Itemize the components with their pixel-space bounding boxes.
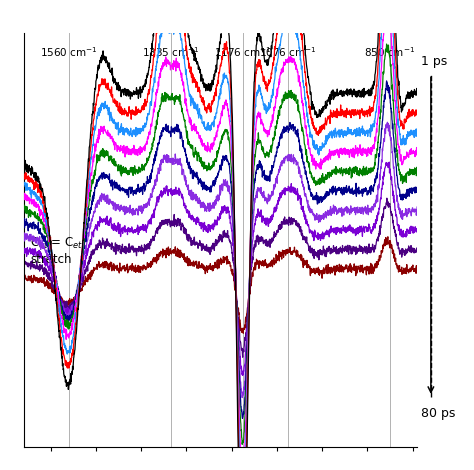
Text: 1176 cm$^{-1}$: 1176 cm$^{-1}$ xyxy=(214,45,272,59)
Text: 1076 cm$^{-1}$: 1076 cm$^{-1}$ xyxy=(259,45,317,59)
Text: 80 ps: 80 ps xyxy=(421,407,456,420)
Text: 1335 cm$^{-1}$: 1335 cm$^{-1}$ xyxy=(142,45,200,59)
Text: 850 cm$^{-1}$: 850 cm$^{-1}$ xyxy=(365,45,416,59)
Text: 1 ps: 1 ps xyxy=(421,55,447,68)
Text: 1560 cm$^{-1}$: 1560 cm$^{-1}$ xyxy=(40,45,98,59)
Text: C$_{et}$ = C$_{et}$
stretch: C$_{et}$ = C$_{et}$ stretch xyxy=(30,236,83,266)
